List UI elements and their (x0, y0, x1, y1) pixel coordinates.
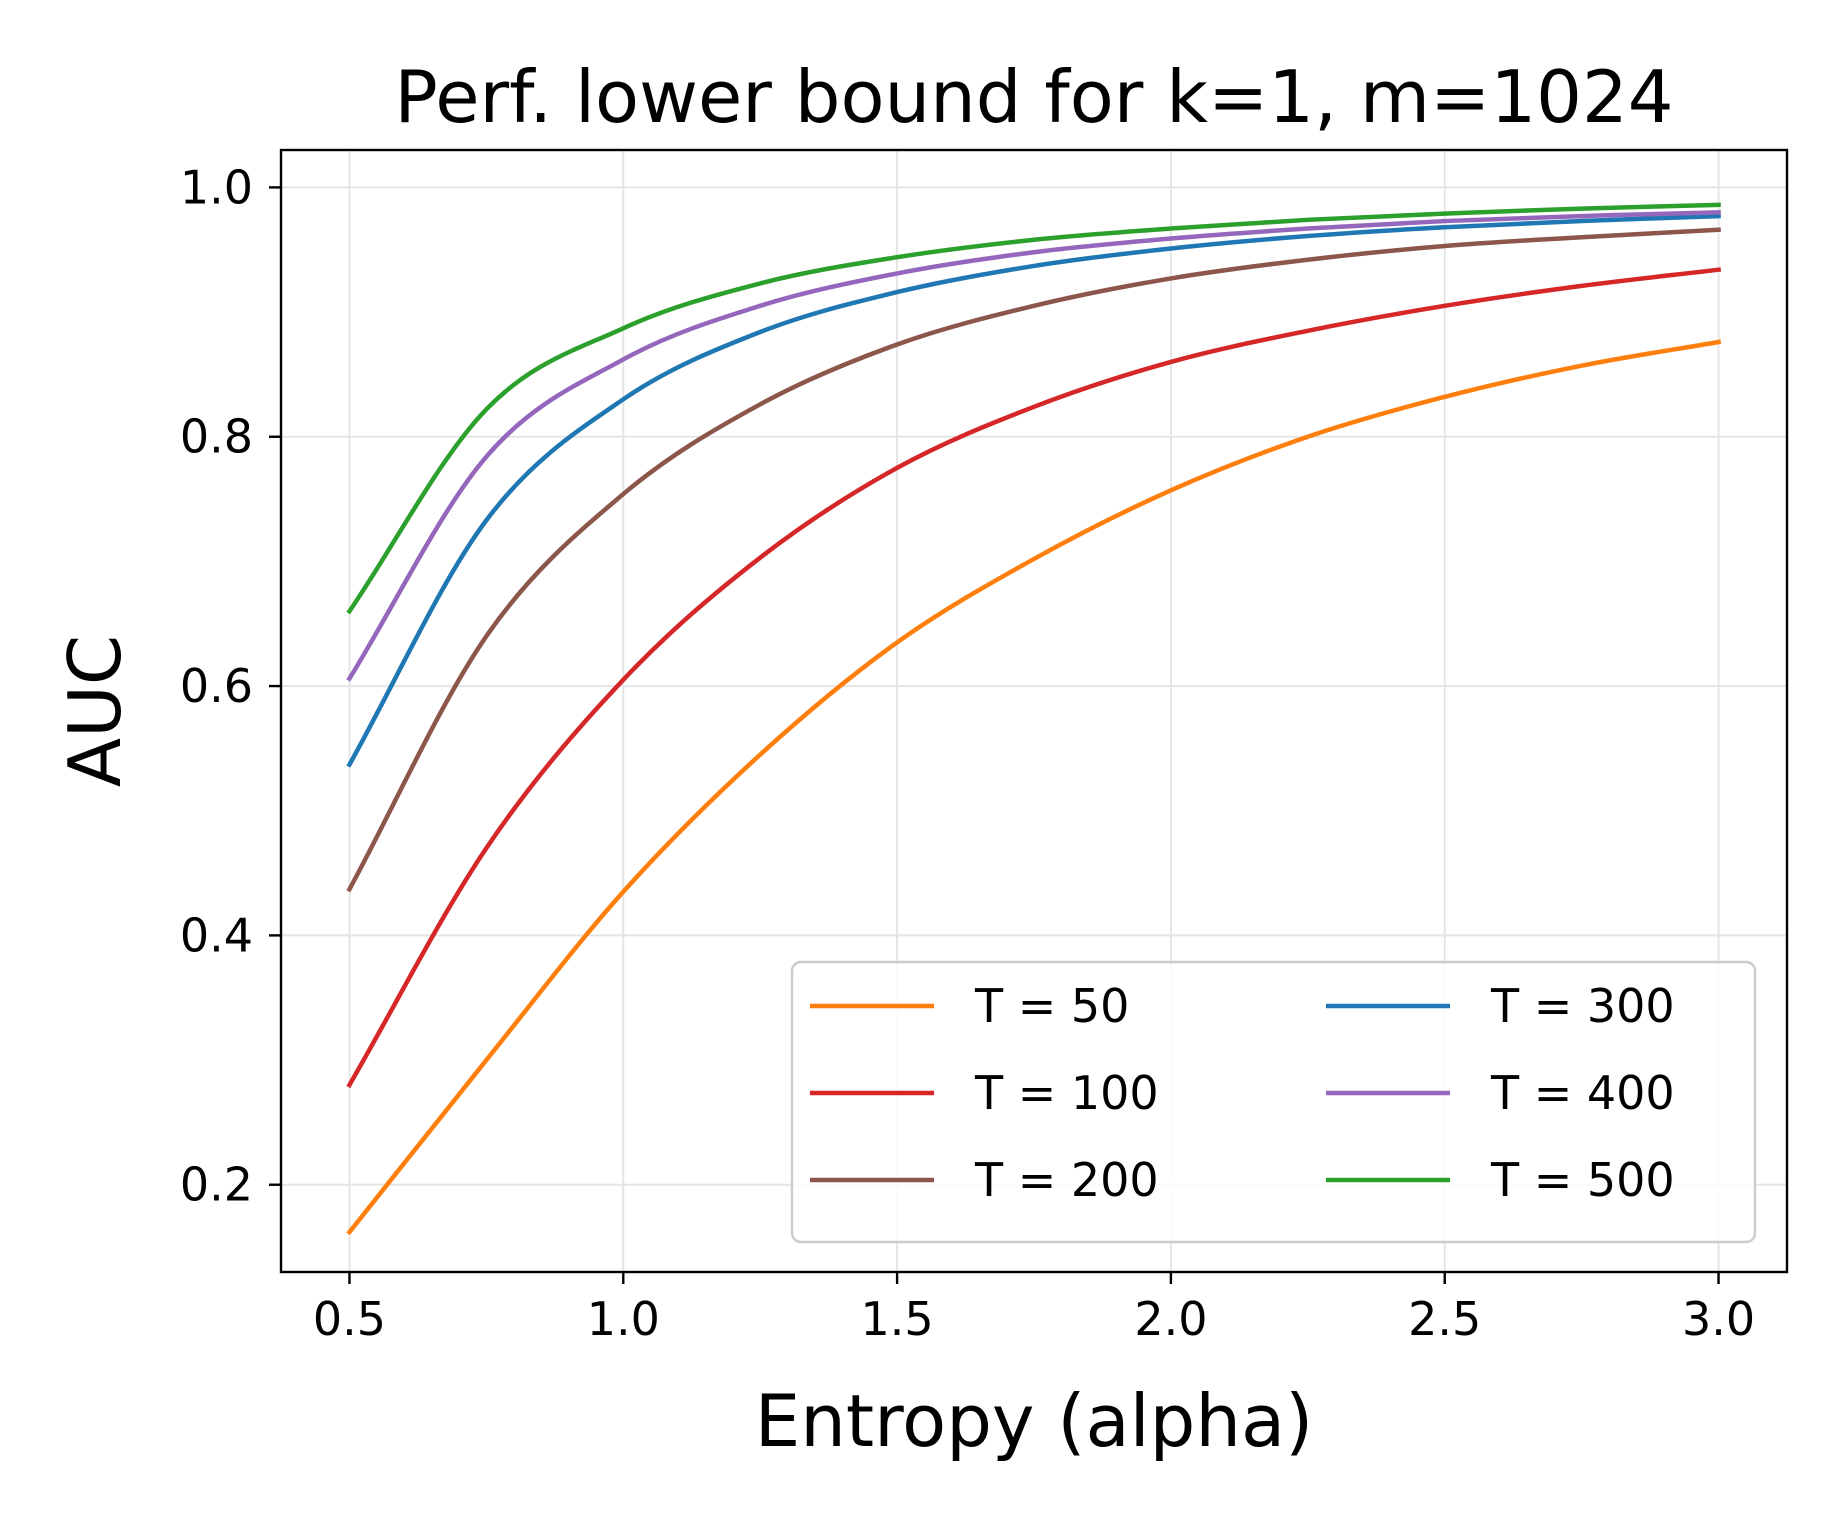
x-tick-label: 1.0 (587, 1292, 660, 1346)
axis-ticks: 0.5 1.0 1.5 2.0 2.5 3.0 0.2 0.4 0.6 0.8 1.0 (180, 160, 1755, 1346)
x-tick-label: 3.0 (1682, 1292, 1755, 1346)
legend-box (790, 960, 1757, 1244)
series-line-t-50 (346, 339, 1722, 1236)
y-tick-label: 0.4 (180, 908, 253, 962)
series-line-t-300 (346, 213, 1721, 768)
legend: T = 50 T = 100 T = 200 T = 300 T = 400 T = 50… (790, 960, 1757, 1244)
x-tick-label: 2.5 (1408, 1292, 1481, 1346)
series-line-t-400 (346, 210, 1721, 682)
x-tick-label: 2.0 (1134, 1292, 1207, 1346)
legend-items: T = 50 T = 100 T = 200 T = 300 T = 400 T = 50… (810, 979, 1675, 1207)
x-tick-label: 1.5 (861, 1292, 934, 1346)
legend-label: T = 100 (974, 1066, 1159, 1120)
x-axis-title: Entropy (alpha) (755, 1379, 1313, 1463)
legend-label: T = 500 (1490, 1153, 1675, 1207)
legend-label: T = 50 (974, 979, 1129, 1033)
series-lines (346, 202, 1722, 1236)
y-tick-label: 1.0 (180, 160, 253, 214)
y-tick-label: 0.8 (180, 410, 253, 464)
plot-frame (279, 148, 1789, 1274)
chart-title: Perf. lower bound for k=1, m=1024 (394, 55, 1673, 139)
legend-label: T = 300 (1490, 979, 1675, 1033)
y-tick-label: 0.2 (180, 1158, 253, 1212)
grid (281, 150, 1787, 1272)
y-tick-label: 0.6 (180, 659, 253, 713)
legend-label: T = 200 (974, 1153, 1159, 1207)
series-line-t-200 (346, 227, 1721, 893)
y-axis-title: AUC (53, 635, 137, 787)
x-tick-label: 0.5 (313, 1292, 386, 1346)
legend-label: T = 400 (1490, 1066, 1675, 1120)
series-line-t-100 (346, 267, 1722, 1089)
series-line-t-500 (346, 202, 1721, 615)
